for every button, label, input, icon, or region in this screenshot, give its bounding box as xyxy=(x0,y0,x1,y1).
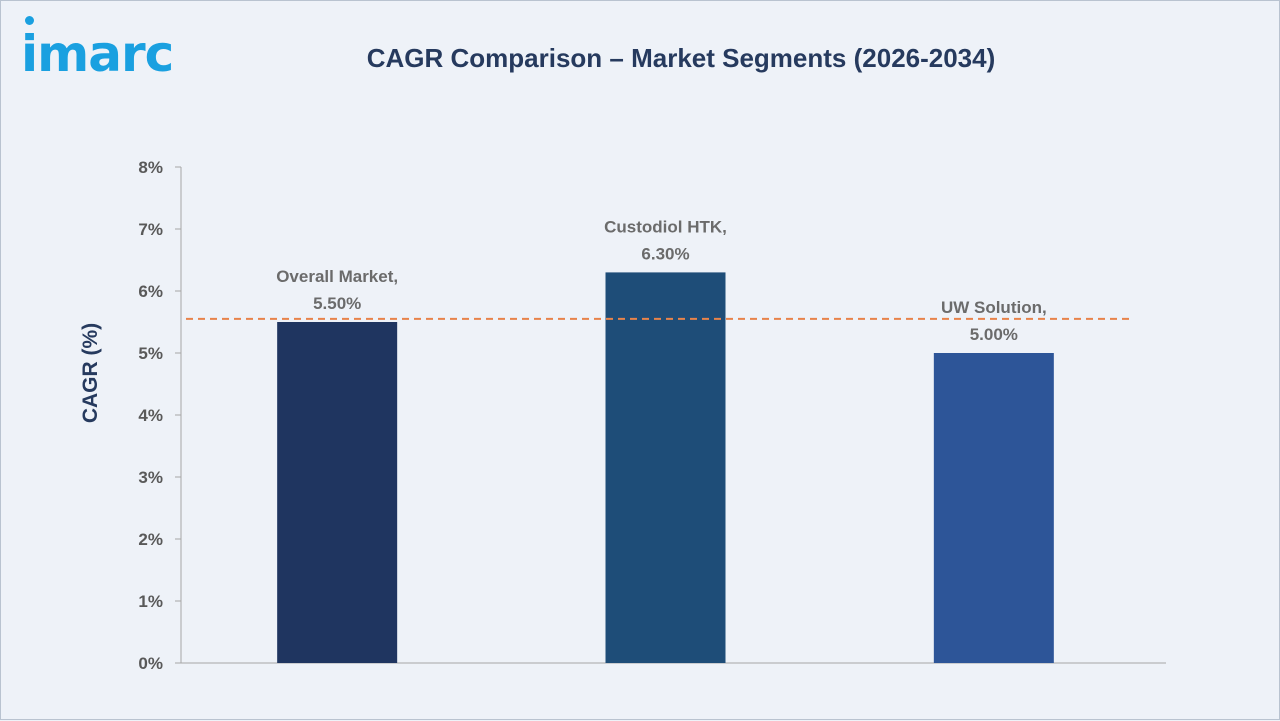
y-tick-label: 8% xyxy=(138,158,163,177)
data-label-value: 6.30% xyxy=(641,244,689,263)
y-tick-label: 4% xyxy=(138,406,163,425)
y-tick-label: 7% xyxy=(138,220,163,239)
chart-axes: 0% 1% 2% 3% 4% 5% 6% 7% 8% xyxy=(138,158,1166,673)
data-label-value: 5.00% xyxy=(970,325,1018,344)
imarc-logo: imarc xyxy=(21,16,174,79)
y-tick-label: 5% xyxy=(138,344,163,363)
y-tick-label: 2% xyxy=(138,530,163,549)
y-tick-label: 0% xyxy=(138,654,163,673)
data-label-value: 5.50% xyxy=(313,294,361,313)
logo-dot xyxy=(25,16,34,25)
bar xyxy=(933,353,1054,663)
chart-data-labels: Overall Market, 5.50% Custodiol HTK, 6.30% U… xyxy=(276,217,1047,344)
data-label-category: Custodiol HTK, xyxy=(604,217,727,236)
logo-text: imarc xyxy=(21,25,174,83)
data-label-category: Overall Market, xyxy=(276,267,398,286)
bar xyxy=(605,272,726,663)
chart-title: CAGR Comparison – Market Segments (2026-… xyxy=(366,43,996,73)
data-label-category: UW Solution, xyxy=(941,298,1047,317)
y-tick-label: 1% xyxy=(138,592,163,611)
y-tick-label: 6% xyxy=(138,282,163,301)
bar xyxy=(277,322,398,663)
chart-bars xyxy=(277,272,1054,663)
y-axis-title: CAGR (%) xyxy=(79,323,102,423)
y-tick-label: 3% xyxy=(138,468,163,487)
